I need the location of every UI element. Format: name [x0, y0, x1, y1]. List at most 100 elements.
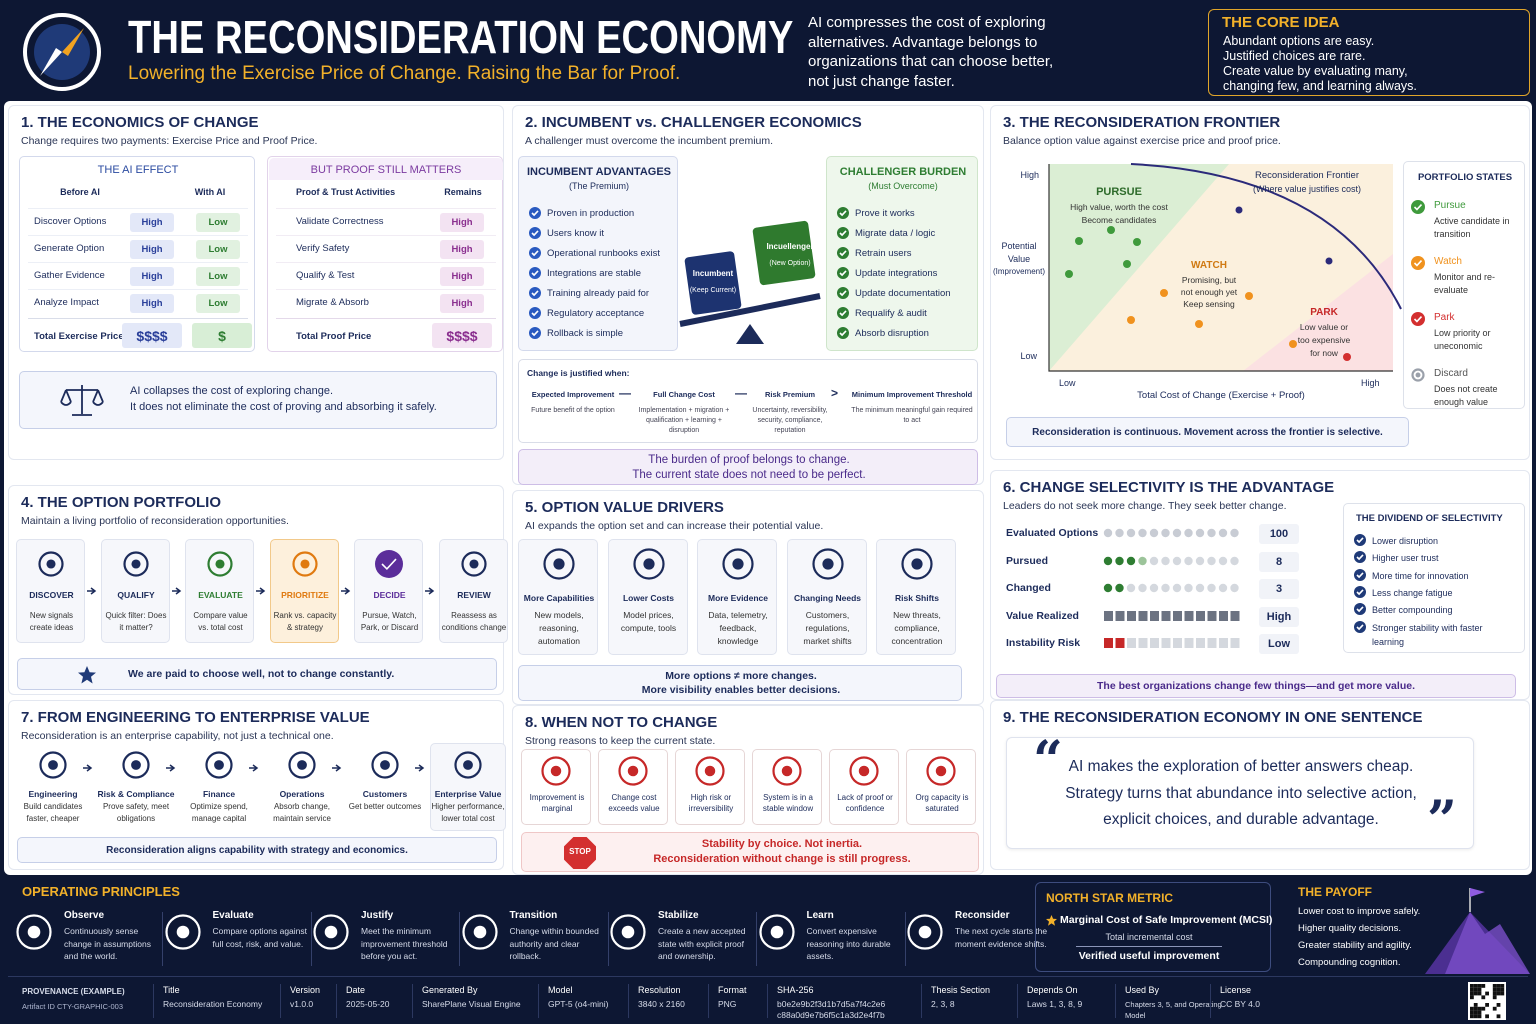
formula-operator: > — [831, 386, 839, 400]
list-item: Proven in production — [547, 208, 635, 219]
icon-ring — [461, 914, 498, 950]
formula-operator: — — [735, 386, 747, 400]
formula-desc: Uncertainty, reversibility, security, co… — [752, 407, 828, 434]
frontier-point — [1325, 257, 1333, 265]
check-mark — [1413, 260, 1423, 267]
level-pill: Low — [196, 267, 240, 286]
section-title: 9. THE RECONSIDERATION ECONOMY IN ONE SE… — [1003, 709, 1423, 726]
column-header: With AI — [194, 187, 226, 197]
state-name: Discard — [1434, 368, 1468, 379]
section-title: 8. WHEN NOT TO CHANGE — [525, 714, 718, 731]
check-icon — [529, 287, 541, 299]
list-item: Update documentation — [855, 288, 951, 299]
icon-core — [911, 558, 923, 570]
frontier-label: (Where value justifies cost) — [1252, 184, 1362, 194]
icon-core — [297, 760, 307, 770]
table-heading-bg — [269, 158, 503, 180]
qr-cell — [1492, 991, 1497, 996]
provenance-sep — [1210, 984, 1211, 1018]
total-label: Total Proof Price — [296, 331, 372, 342]
qr-cell — [1492, 984, 1497, 988]
payoff-line: Higher quality decisions. — [1298, 923, 1401, 934]
bar-block — [1173, 638, 1182, 648]
arrow-head — [415, 764, 425, 772]
check-icon — [1354, 603, 1366, 616]
qr-cell — [1473, 987, 1478, 992]
frontier-curve — [1130, 163, 1402, 310]
block-label: (Keep Current) — [689, 287, 737, 294]
principle-divider — [904, 912, 906, 966]
quote-line: Strategy turns that abundance into selec… — [1065, 784, 1417, 802]
function-name: Customers — [362, 789, 408, 799]
block-label: Incuellenger — [766, 242, 814, 251]
section: 3. THE RECONSIDERATION FRONTIER Balance o… — [990, 105, 1530, 460]
section-subtitle: Strong reasons to keep the current state… — [525, 735, 716, 747]
core-idea-line: Justified choices are rare. — [1223, 49, 1366, 63]
dividend-item: Less change fatigue — [1372, 587, 1453, 598]
compass-logo — [23, 13, 101, 91]
list-item: Operational runbooks exist — [547, 248, 661, 259]
driver-icon — [901, 548, 933, 580]
star-icon — [1046, 915, 1057, 926]
metric-value: High — [1259, 606, 1299, 627]
driver-tile: Lower Costs Model prices, compute, tools — [607, 539, 688, 655]
dot — [1184, 556, 1193, 565]
provenance-field-label: Title — [163, 985, 180, 995]
reason-text: System is in a stable window — [762, 793, 814, 813]
icon-core — [732, 558, 744, 570]
bar-block — [1196, 638, 1205, 648]
qr-cell — [1485, 1014, 1489, 1019]
driver-icon — [811, 548, 844, 580]
provenance-sep — [628, 984, 629, 1018]
state-desc: Monitor and re-evaluate — [1434, 272, 1496, 295]
principle-divider — [756, 912, 757, 966]
reason-tile: Lack of proof or confidence — [829, 749, 899, 825]
level-pill: Low — [196, 240, 240, 259]
scale-lines — [60, 385, 104, 416]
section: 9. THE RECONSIDERATION ECONOMY IN ONE SE… — [990, 700, 1530, 870]
provenance-field-value: CC BY 4.0 — [1220, 999, 1261, 1009]
check-circle — [375, 550, 403, 578]
icon-ring — [610, 914, 646, 950]
check-mark — [531, 270, 539, 277]
dot — [1115, 556, 1124, 565]
note-box: The best organizations change few things… — [996, 674, 1516, 698]
bar-block — [1115, 610, 1125, 621]
check-mark — [839, 330, 847, 337]
dot — [1195, 528, 1205, 538]
bar-block — [1127, 638, 1136, 648]
section: 4. THE OPTION PORTFOLIO Maintain a living… — [8, 485, 508, 695]
metric-label: Value Realized — [1006, 609, 1079, 622]
intro-line: AI compresses the cost of exploring — [808, 14, 1046, 31]
icon-ring — [907, 914, 943, 950]
dot — [1149, 556, 1159, 565]
logo-needle-a — [62, 28, 84, 56]
icon-ring — [926, 756, 956, 786]
reason-tile: Change cost exceeds value — [598, 749, 668, 825]
states-heading: PORTFOLIO STATES — [1417, 172, 1513, 183]
fraction-bar — [1076, 946, 1222, 947]
provenance-field-value: Laws 1, 3, 8, 9 — [1027, 999, 1083, 1009]
dot — [1207, 528, 1216, 538]
step-icon — [122, 551, 149, 577]
icon-core — [935, 765, 947, 777]
driver-desc: New models, reasoning, automation — [534, 610, 584, 646]
core-idea-line: Abundant options are easy. — [1223, 34, 1375, 48]
provenance-field-label: Model — [548, 985, 573, 995]
check-icon — [529, 207, 541, 219]
row-divider — [28, 262, 248, 263]
qr-cell — [1500, 991, 1505, 996]
icon-core — [473, 925, 486, 939]
page-subtitle: Lowering the Exercise Price of Change. R… — [128, 63, 681, 84]
row-divider — [28, 208, 248, 209]
north-star-metric: Marginal Cost of Safe Improvement (MCSI) — [1060, 914, 1273, 926]
function-desc: Get better outcomes — [348, 802, 422, 811]
check-icon — [1354, 534, 1366, 546]
check-mark — [531, 310, 539, 317]
selectivity-dots — [1104, 610, 1240, 621]
icon-ring — [313, 914, 349, 950]
flow-arrow — [166, 764, 176, 772]
check-icon — [1354, 568, 1366, 581]
list-item: Retrain users — [855, 248, 912, 259]
y-axis-high: High — [1020, 170, 1039, 180]
